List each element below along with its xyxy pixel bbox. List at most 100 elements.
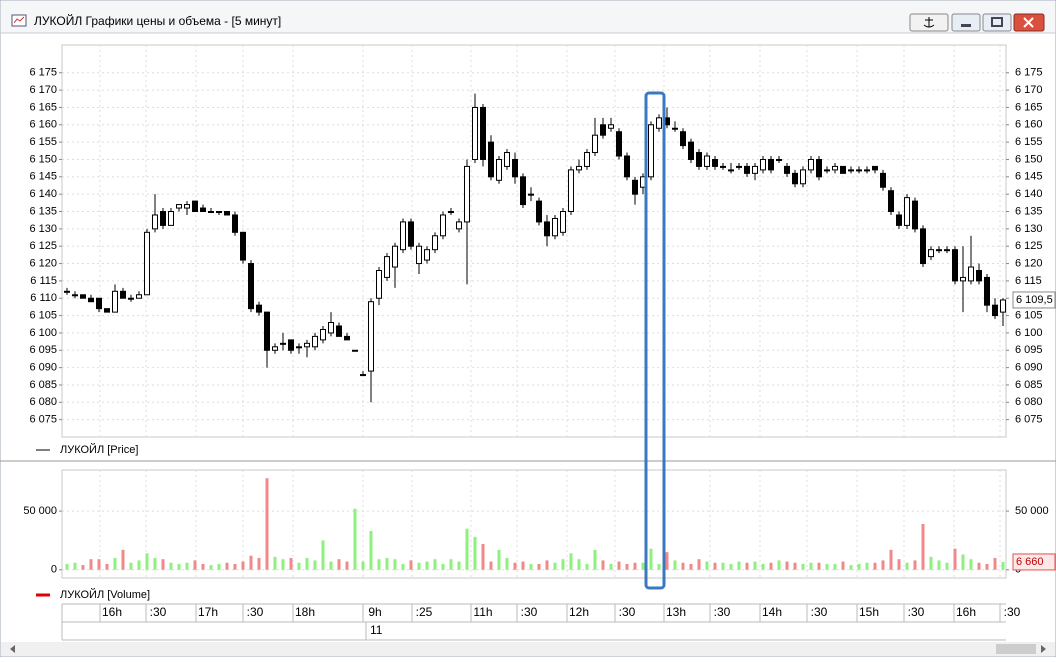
candle-body (848, 169, 854, 172)
candle-body (96, 297, 102, 310)
scroll-right[interactable] (1041, 645, 1046, 653)
y-tick-label: 6 115 (30, 275, 57, 287)
minimize-button[interactable] (951, 13, 981, 32)
volume-bar (793, 562, 797, 570)
candle-body (432, 235, 438, 251)
scroll-thumb[interactable] (996, 644, 1036, 654)
candle-body (832, 165, 838, 171)
candle-body (648, 124, 654, 178)
volume-bar (241, 561, 245, 570)
y-tick-label: 6 140 (29, 188, 57, 200)
candle-body (824, 169, 830, 172)
time-label: 18h (295, 605, 315, 619)
volume-bar (513, 562, 517, 570)
window-title: ЛУКОЙЛ Графики цены и объема - [5 минут] (34, 13, 281, 28)
candle-body (64, 290, 70, 293)
candle-body (128, 297, 134, 300)
y-tick-label: 6 145 (29, 171, 57, 183)
volume-bar (169, 562, 173, 570)
candle-body (632, 179, 638, 195)
y-tick-label: 6 135 (29, 205, 57, 217)
y-tick-label: 6 085 (29, 379, 57, 391)
candle-body (304, 342, 310, 348)
volume-bar (313, 560, 317, 570)
volume-bar (473, 536, 477, 570)
candle-body (696, 152, 702, 167)
volume-bar (585, 563, 589, 570)
y-tick-label: 6 110 (30, 292, 57, 304)
volume-bar (273, 556, 277, 570)
candle-body (904, 197, 910, 226)
volume-bar (129, 562, 133, 570)
time-label: 11h (473, 605, 492, 619)
volume-bar (321, 540, 325, 570)
scrollbar[interactable] (1, 642, 1055, 656)
volume-bar (425, 561, 429, 570)
volume-bar (825, 563, 829, 570)
y-tick-label: 6 105 (29, 309, 57, 321)
candle-body (720, 165, 726, 168)
y-tick-label-right: 6 120 (1015, 257, 1043, 269)
volume-bar (761, 563, 765, 570)
volume-bar (801, 563, 805, 570)
candle-body (536, 200, 542, 223)
volume-bar (881, 560, 885, 570)
y-tick-label-right: 6 090 (1015, 362, 1043, 374)
volume-bar (641, 562, 645, 570)
volume-bar (401, 563, 405, 570)
candle-body (88, 297, 94, 303)
volume-bar (777, 560, 781, 570)
volume-bar (705, 561, 709, 570)
last-value-label: 6 109,5 (1016, 294, 1053, 306)
y-tick-label-right: 6 155 (1015, 136, 1043, 148)
time-label: 15h (859, 605, 879, 619)
volume-bar (337, 559, 341, 570)
maximize-button[interactable] (982, 13, 1012, 32)
candle-body (928, 249, 934, 258)
volume-bar (377, 559, 381, 570)
volume-bar (257, 558, 261, 570)
candle-body (472, 106, 478, 160)
volume-bar (961, 554, 965, 570)
candle-body (1000, 299, 1006, 313)
title-bar (1, 1, 1055, 33)
y-tick-label-right: 6 080 (1015, 396, 1043, 408)
volume-bar (361, 561, 365, 570)
volume-bar (809, 562, 813, 570)
volume-bar (873, 562, 877, 570)
candle-body (752, 165, 758, 174)
volume-bar (97, 559, 101, 570)
volume-bar (529, 563, 533, 570)
candle-body (248, 263, 254, 310)
close-icon (1023, 17, 1034, 28)
volume-bar (649, 548, 653, 570)
volume-bar (465, 528, 469, 570)
y-tick-label-right: 6 150 (1015, 153, 1043, 165)
y-tick-label-right: 6 135 (1015, 205, 1043, 217)
scroll-left[interactable] (10, 645, 15, 653)
volume-bar (729, 563, 733, 570)
candle-body (160, 211, 166, 226)
candle-body (312, 335, 318, 348)
candle-body (768, 158, 774, 171)
candle-body (456, 221, 462, 230)
candle-body (448, 211, 454, 214)
candle-body (104, 308, 110, 313)
y-tick-label: 6 155 (29, 136, 57, 148)
volume-bar (145, 553, 149, 570)
candle-body (840, 165, 846, 174)
volume-bar (121, 549, 125, 570)
candle-body (600, 124, 606, 136)
volume-bar (265, 478, 269, 570)
candle-body (592, 134, 598, 154)
candle-body (712, 158, 718, 167)
volume-bar (673, 560, 677, 570)
volume-bar (505, 558, 509, 570)
volume-bar (745, 562, 749, 570)
candle-body (808, 158, 814, 171)
candle-body (984, 276, 990, 306)
volume-bar (433, 559, 437, 570)
y-tick-label: 6 170 (29, 84, 57, 96)
y-tick-label-right: 6 160 (1015, 119, 1043, 131)
legend-label: ЛУКОЙЛ [Price] (60, 443, 138, 456)
